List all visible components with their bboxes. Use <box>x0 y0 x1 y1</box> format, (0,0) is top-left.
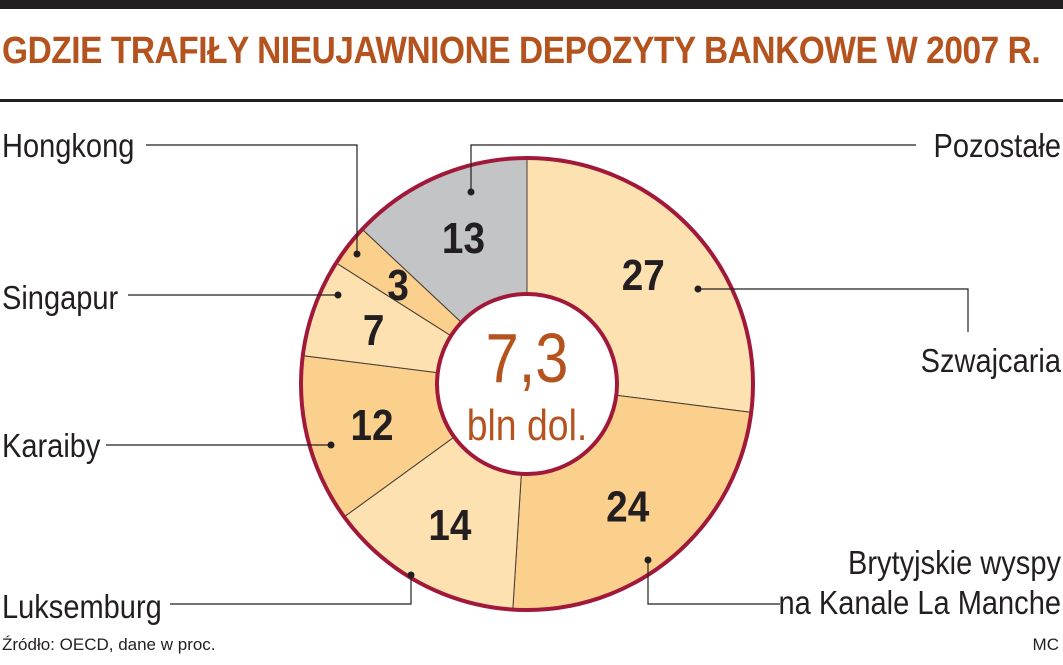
value-label-karaiby: 12 <box>350 399 393 449</box>
category-label-luksemburg: Luksemburg <box>2 588 162 625</box>
center-hole <box>435 292 619 476</box>
value-label-brytyjskie-wyspy-na-kanale-la-manche: 24 <box>606 481 649 531</box>
title-rule <box>0 99 1063 102</box>
leader-dot-singapur <box>334 291 342 299</box>
leader-line-szwajcaria <box>698 288 969 332</box>
top-bar <box>0 0 1063 9</box>
category-label-hongkong: Hongkong <box>2 127 134 164</box>
chart-title: GDZIE TRAFIŁY NIEUJAWNIONE DEPOZYTY BANK… <box>2 30 1041 72</box>
center-total-value: 7,3 <box>486 318 569 397</box>
value-label-luksemburg: 14 <box>428 500 471 550</box>
leader-dot-brytyjskie-wyspy-na-kanale-la-manche <box>644 556 652 564</box>
category-label-karaiby: Karaiby <box>2 427 101 464</box>
leader-dot-pozostale <box>467 188 475 196</box>
value-label-hongkong: 3 <box>387 260 409 310</box>
outer-ring <box>299 156 755 612</box>
value-label-pozostale: 13 <box>442 213 485 263</box>
leader-dot-luksemburg <box>407 571 415 579</box>
credit: MC <box>1032 635 1059 654</box>
leader-dot-szwajcaria <box>694 285 702 293</box>
value-label-singapur: 7 <box>363 304 385 354</box>
category-label-singapur: Singapur <box>2 279 118 316</box>
leader-line-luksemburg <box>170 575 412 605</box>
leader-line-hongkong <box>146 144 358 254</box>
value-label-szwajcaria: 27 <box>622 250 665 300</box>
category-label-brytyjskie-wyspy-na-kanale-la-manche: Brytyjskie wyspy na Kanale La Manche <box>779 544 1062 621</box>
leader-line-pozostale <box>470 144 916 192</box>
center-total-unit: bln dol. <box>467 400 588 450</box>
category-label-szwajcaria: Szwajcaria <box>921 342 1062 379</box>
leader-dot-karaiby <box>327 441 335 449</box>
source-note: Źródło: OECD, dane w proc. <box>2 635 216 654</box>
leader-line-brytyjskie-wyspy-na-kanale-la-manche <box>647 560 780 605</box>
category-label-pozostale: Pozostałe <box>933 127 1061 164</box>
leader-dot-hongkong <box>353 250 361 258</box>
